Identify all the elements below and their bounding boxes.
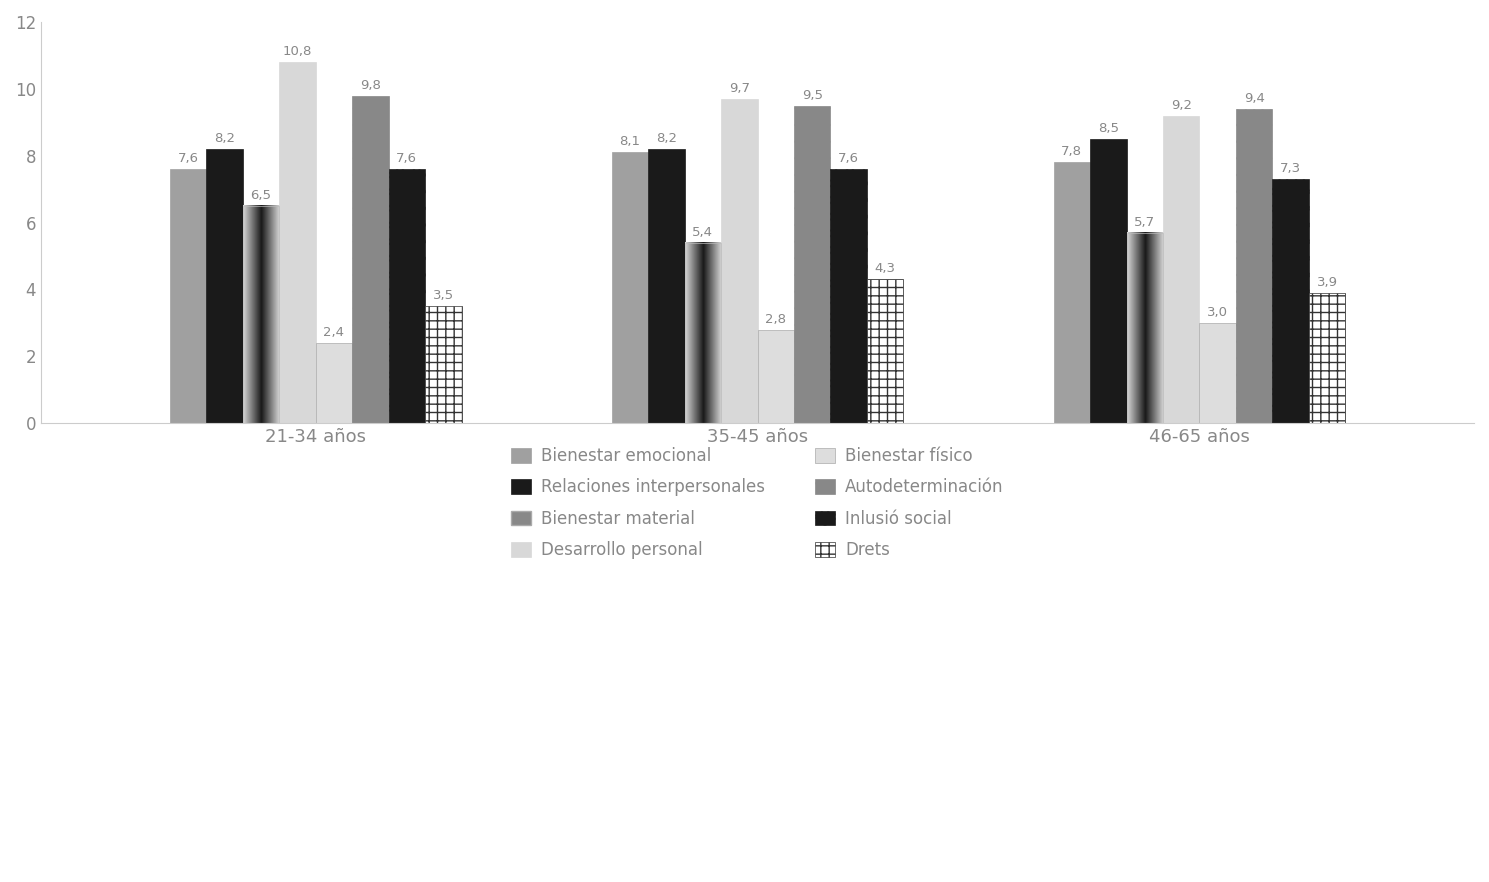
Text: 8,2: 8,2 xyxy=(655,132,677,145)
Legend: Bienestar emocional, Relaciones interpersonales, Bienestar material, Desarrollo : Bienestar emocional, Relaciones interper… xyxy=(503,438,1013,567)
Text: 3,0: 3,0 xyxy=(1208,306,1228,319)
Bar xyxy=(1236,109,1273,423)
Text: 9,2: 9,2 xyxy=(1170,99,1191,112)
Bar xyxy=(351,95,389,423)
Bar xyxy=(612,153,648,423)
Text: 7,3: 7,3 xyxy=(1281,162,1301,176)
Text: 7,6: 7,6 xyxy=(177,152,198,165)
Bar xyxy=(207,149,243,423)
Text: 8,5: 8,5 xyxy=(1097,122,1118,135)
Text: 2,8: 2,8 xyxy=(765,312,786,325)
Bar xyxy=(867,280,904,423)
Bar xyxy=(648,149,685,423)
Text: 9,5: 9,5 xyxy=(801,88,823,101)
Text: 7,8: 7,8 xyxy=(1062,146,1083,159)
Text: 9,4: 9,4 xyxy=(1243,92,1264,105)
Text: 10,8: 10,8 xyxy=(283,45,313,58)
Bar xyxy=(424,306,462,423)
Text: 5,7: 5,7 xyxy=(1135,215,1155,228)
Text: 3,9: 3,9 xyxy=(1316,276,1337,288)
Bar xyxy=(721,99,758,423)
Bar xyxy=(1309,293,1345,423)
Text: 5,4: 5,4 xyxy=(692,226,713,239)
Text: 9,7: 9,7 xyxy=(728,82,750,95)
Bar xyxy=(1163,116,1200,423)
Text: 8,1: 8,1 xyxy=(619,135,640,148)
Text: 7,6: 7,6 xyxy=(838,152,859,165)
Bar xyxy=(389,169,424,423)
Bar xyxy=(1090,139,1127,423)
Bar xyxy=(1200,323,1236,423)
Bar xyxy=(170,169,207,423)
Bar xyxy=(280,62,316,423)
Text: 4,3: 4,3 xyxy=(874,263,896,275)
Bar xyxy=(316,343,351,423)
Text: 8,2: 8,2 xyxy=(214,132,235,145)
Text: 6,5: 6,5 xyxy=(250,189,271,202)
Text: 7,6: 7,6 xyxy=(396,152,417,165)
Text: 9,8: 9,8 xyxy=(360,78,381,92)
Bar xyxy=(243,206,280,423)
Bar xyxy=(1127,233,1163,423)
Bar xyxy=(685,243,721,423)
Bar xyxy=(1273,179,1309,423)
Bar xyxy=(794,106,831,423)
Bar xyxy=(758,330,794,423)
Text: 3,5: 3,5 xyxy=(433,289,454,303)
Text: 2,4: 2,4 xyxy=(323,326,344,339)
Bar xyxy=(831,169,867,423)
Bar xyxy=(1054,162,1090,423)
